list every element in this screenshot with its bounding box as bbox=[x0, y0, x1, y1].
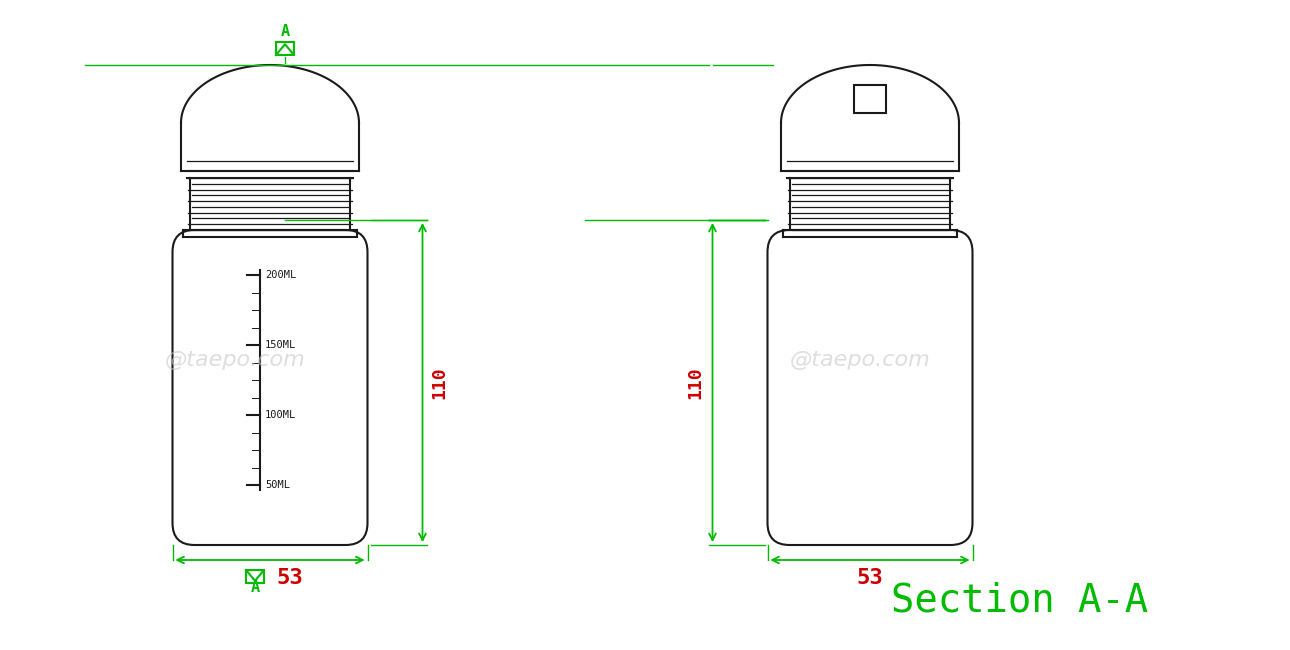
Text: A: A bbox=[250, 580, 259, 595]
Text: 53: 53 bbox=[276, 568, 303, 588]
Text: A: A bbox=[280, 24, 289, 39]
Text: 53: 53 bbox=[857, 568, 884, 588]
Text: 50ML: 50ML bbox=[264, 480, 290, 490]
Text: 110: 110 bbox=[686, 366, 704, 399]
Bar bbox=[854, 85, 886, 113]
Text: 100ML: 100ML bbox=[264, 410, 297, 420]
Text: 110: 110 bbox=[431, 366, 449, 399]
Text: 200ML: 200ML bbox=[264, 270, 297, 280]
Text: 150ML: 150ML bbox=[264, 340, 297, 350]
Text: @taepo.com: @taepo.com bbox=[789, 350, 930, 370]
Text: @taepo.com: @taepo.com bbox=[165, 350, 306, 370]
Text: Section A-A: Section A-A bbox=[891, 581, 1148, 619]
